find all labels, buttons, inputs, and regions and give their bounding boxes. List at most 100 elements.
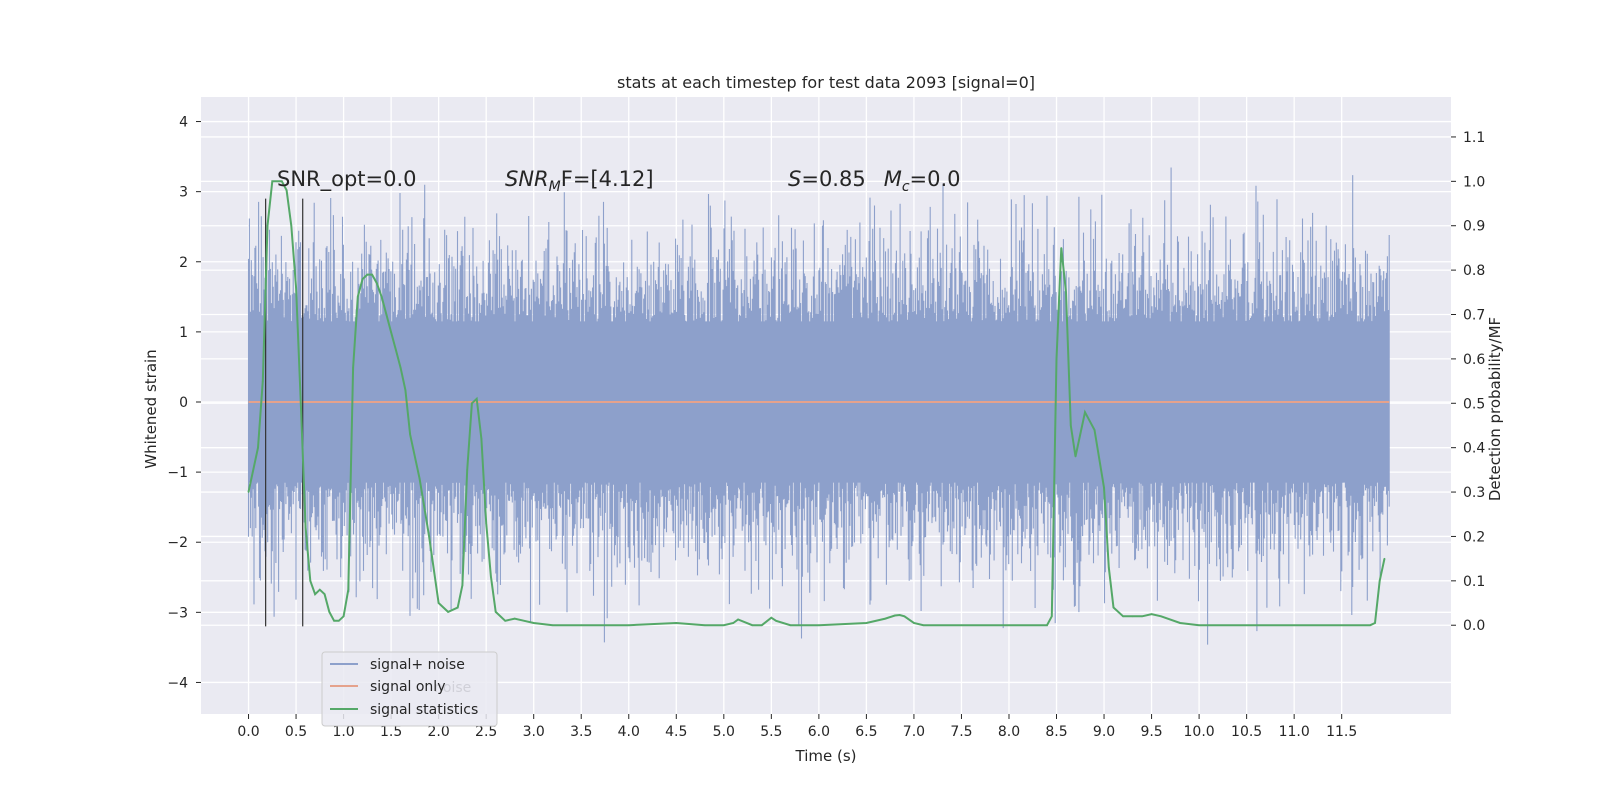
signal-statistics-point (280, 180, 283, 183)
y-tick-label: −4 (167, 675, 188, 691)
signal-statistics-point (361, 278, 364, 280)
signal-statistics-point (723, 624, 725, 627)
annotation-mc-subscript: c (902, 179, 910, 195)
y2-tick-label: 0.1 (1463, 574, 1485, 590)
annotation-snr-opt: SNR_opt=0.0 (277, 167, 417, 192)
x-tick-label: 3.0 (523, 724, 545, 740)
legend: noise signal+ noise signal only signal s… (321, 651, 498, 727)
signal-statistics-point (770, 616, 773, 619)
signal-statistics-point (328, 611, 331, 613)
signal-statistics-point (1179, 622, 1181, 624)
signal-statistics-point (761, 624, 763, 627)
y2-tick-label: 0.2 (1463, 529, 1485, 545)
signal-statistics-point (385, 313, 388, 316)
y-tick-labels: −4 −3 −2 −1 0 1 2 3 4 (167, 115, 201, 691)
signal-statistics-point (1122, 615, 1124, 618)
annotation-mc-symbol: M (884, 167, 902, 191)
x-tick-labels: 0.0 0.5 1.0 1.5 2.0 2.5 3.0 3.5 4.0 4.5 5.0 5.5 6.0 6… (237, 714, 1357, 740)
signal-statistics-point (395, 349, 397, 351)
y2-tick-label: 0.0 (1463, 618, 1485, 634)
signal-statistics-point (1150, 613, 1153, 615)
signal-statistics-point (323, 593, 326, 595)
y-tick-label: −2 (167, 535, 188, 551)
signal-statistics-point (261, 380, 264, 382)
legend-box (321, 651, 498, 727)
signal-statistics-point (627, 624, 630, 627)
signal-statistics-point (1131, 615, 1134, 618)
signal-statistics-point (551, 624, 554, 627)
signal-statistics-point (437, 602, 440, 604)
snr-mf-main: SNR (505, 167, 549, 191)
x-tick-label: 7.0 (903, 724, 925, 740)
signal-statistics-point (1141, 615, 1143, 618)
noise-trace (247, 167, 1390, 645)
signal-statistics-point (266, 224, 269, 227)
x-tick-label: 2.5 (475, 724, 497, 740)
signal-statistics-point (257, 446, 259, 449)
x-tick-label: 0.5 (285, 724, 307, 740)
signal-statistics-point (1103, 486, 1105, 489)
chart-title: stats at each timestep for test data 209… (617, 73, 1035, 92)
signal-statistics-point (309, 580, 312, 582)
signal-statistics-point (247, 491, 250, 493)
signal-statistics-point (276, 180, 278, 183)
signal-statistics-point (1065, 291, 1067, 294)
x-tick-label: 7.5 (950, 724, 972, 740)
y2-tick-label: 0.7 (1463, 308, 1485, 324)
signal-statistics-point (480, 437, 483, 440)
signal-statistics-point (333, 619, 335, 622)
signal-statistics-point (456, 606, 459, 609)
signal-statistics-point (1369, 624, 1372, 627)
x-axis-label: Time (s) (795, 747, 857, 765)
signal-statistics-point (1060, 247, 1063, 249)
signal-statistics-point (903, 615, 906, 618)
signal-statistics-point (1046, 624, 1048, 627)
signal-statistics-point (304, 526, 307, 529)
signal-statistics-point (475, 398, 478, 400)
legend-label-signal-noise: signal+ noise (370, 657, 465, 673)
annotation-snr-mf: SNRMF=[4.12] (505, 167, 654, 195)
signal-statistics-point (352, 366, 354, 369)
signal-statistics-point (466, 469, 468, 471)
signal-statistics-point (913, 622, 915, 624)
annotation-s-symbol: S (788, 167, 801, 191)
x-tick-label: 1.5 (380, 724, 402, 740)
x-tick-label: 2.0 (428, 724, 450, 740)
x-tick-label: 1.0 (332, 724, 354, 740)
x-tick-label: 0.0 (237, 724, 259, 740)
signal-statistics-point (1084, 411, 1086, 413)
x-tick-label: 6.0 (808, 724, 830, 740)
x-tick-label: 10.0 (1184, 724, 1215, 740)
signal-statistics-point (960, 624, 963, 627)
signal-statistics-point (428, 535, 430, 538)
signal-statistics-point (1107, 566, 1110, 569)
signal-statistics-point (894, 614, 896, 617)
signal-statistics-point (1383, 557, 1386, 560)
x-tick-label: 8.0 (998, 724, 1020, 740)
signal-statistics-point (884, 617, 887, 620)
signal-statistics-point (376, 282, 378, 285)
x-tick-label: 11.5 (1326, 724, 1357, 740)
legend-ghost-text: noise (434, 680, 471, 696)
signal-statistics-point (490, 575, 492, 578)
y-axis-label: Whitened strain (142, 349, 160, 468)
signal-statistics-point (704, 624, 706, 627)
y-tick-label: 1 (179, 325, 188, 341)
signal-statistics-point (1069, 424, 1072, 427)
y2-axis-label: Detection probability/MF (1486, 317, 1504, 501)
signal-statistics-point (504, 619, 506, 622)
y2-tick-labels: 0.0 0.1 0.2 0.3 0.4 0.5 0.6 0.7 0.8 0.9 1.0 1.1 (1451, 130, 1485, 634)
y-tick-label: 2 (179, 255, 188, 271)
x-tick-label: 9.5 (1140, 724, 1162, 740)
signal-statistics-point (1198, 624, 1200, 627)
signal-statistics-point (342, 615, 345, 618)
y2-tick-label: 0.3 (1463, 485, 1485, 501)
signal-statistics-point (471, 402, 473, 405)
signal-statistics-point (399, 366, 402, 369)
y2-tick-label: 0.8 (1463, 263, 1485, 279)
x-tick-label: 6.5 (855, 724, 877, 740)
y2-tick-label: 1.1 (1463, 130, 1485, 146)
snr-mf-subscript: M (549, 179, 561, 195)
signal-statistics-point (290, 224, 293, 227)
